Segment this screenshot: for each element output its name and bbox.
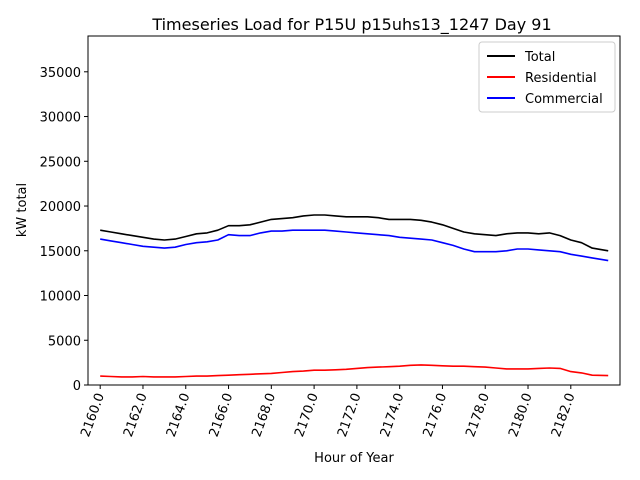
y-tick-label: 5000 (48, 334, 81, 349)
plot-frame (87, 35, 621, 386)
y-axis-ticks: 0 5000 10000 15000 20000 25000 30000 35000 (40, 66, 88, 394)
x-axis-label: Hour of Year (314, 451, 394, 466)
y-tick-label: 35000 (40, 66, 81, 81)
legend: Total Residential Commercial (478, 41, 616, 113)
legend-label-commercial: Commercial (525, 92, 603, 107)
plot-lines (100, 214, 609, 378)
y-tick-label: 20000 (40, 200, 81, 215)
legend-box (478, 41, 616, 113)
series-line-total (100, 214, 609, 252)
legend-label-residential: Residential (525, 71, 597, 86)
y-axis-label: kW total (15, 183, 30, 237)
y-tick-label: 10000 (40, 290, 81, 305)
y-tick-label: 25000 (40, 155, 81, 170)
y-tick-label: 0 (73, 379, 81, 394)
y-tick-label: 15000 (40, 245, 81, 260)
series-line-commercial (100, 229, 609, 262)
legend-label-total: Total (524, 50, 555, 65)
chart-title: Timeseries Load for P15U p15uhs13_1247 D… (151, 15, 551, 35)
series-line-residential (100, 364, 609, 378)
y-tick-label: 30000 (40, 111, 81, 126)
